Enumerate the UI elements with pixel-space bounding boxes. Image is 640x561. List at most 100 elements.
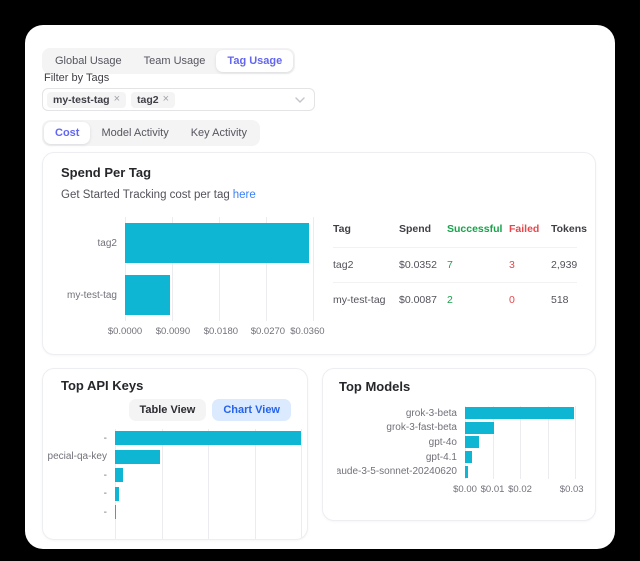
col-header-tag: Tag <box>333 223 351 235</box>
col-header-spend: Spend <box>399 223 432 235</box>
tag-chip-label: tag2 <box>137 93 159 106</box>
spend-per-tag-chart: tag2 my-test-tag $0.0000 $0.0090 $0.0180 $0.0… <box>61 217 325 338</box>
axis-tick-label: $0.0360 <box>290 326 325 337</box>
bar <box>465 436 479 449</box>
bar <box>115 505 116 520</box>
grid-line <box>219 217 220 321</box>
chart-bars <box>465 406 575 479</box>
table-row: tag2 $0.0352 7 3 2,939 <box>333 247 577 283</box>
category-label: grok-3-beta <box>405 407 457 419</box>
grid-line <box>115 429 116 539</box>
bar-row <box>465 435 575 450</box>
chart-category-labels: tag2 my-test-tag <box>61 217 125 321</box>
bar <box>465 465 468 478</box>
chart-axis: $0.00 $0.01 $0.02 $0.03 <box>337 483 583 496</box>
bar <box>115 468 123 483</box>
axis-spacer <box>337 484 465 496</box>
axis-labels: $0.0000 $0.0090 $0.0180 $0.0270 $0.0360 <box>108 326 325 338</box>
bar <box>465 421 495 434</box>
bar <box>115 431 301 446</box>
category-label: my-test-tag <box>66 289 117 301</box>
bar-row <box>125 217 313 269</box>
grid-line <box>266 217 267 321</box>
bar-row <box>115 429 301 448</box>
chart-axis: $0.0000 $0.0090 $0.0180 $0.0270 $0.0360 <box>61 326 325 338</box>
category-label: grok-3-fast-beta <box>386 422 457 434</box>
cell-failed: 3 <box>509 247 551 283</box>
axis-tick-label: $0.0000 <box>107 326 143 337</box>
spend-per-tag-card: Spend Per Tag Get Started Tracking cost … <box>42 152 596 355</box>
chart-plot-area <box>465 406 576 479</box>
grid-line <box>254 429 256 539</box>
axis-tick-label: $0.0180 <box>203 326 239 337</box>
tab-tag-usage[interactable]: Tag Usage <box>216 50 294 72</box>
grid-line <box>575 406 576 479</box>
category-label: - <box>103 432 107 444</box>
top-api-keys-card: Top API Keys Table View Chart View - peci… <box>42 368 308 540</box>
grid-line <box>301 429 302 539</box>
chart-body: tag2 my-test-tag <box>61 217 314 321</box>
tab-key-activity[interactable]: Key Activity <box>190 127 247 139</box>
chart-bars <box>115 429 301 522</box>
grid-line <box>313 217 314 321</box>
bar <box>465 407 574 420</box>
bar <box>115 486 120 501</box>
subtitle-text: Get Started Tracking cost per tag <box>61 189 230 201</box>
chart-body: - pecial-qa-key - - - <box>45 429 302 539</box>
cell-tag: tag2 <box>333 247 399 283</box>
bar-row <box>115 503 301 522</box>
bar-row <box>465 421 575 436</box>
axis-tick-label: $0.01 <box>480 483 505 495</box>
usage-tabs: Global Usage Team Usage Tag Usage <box>42 48 296 74</box>
filter-by-tags-label: Filter by Tags <box>44 72 110 84</box>
tab-cost[interactable]: Cost <box>44 122 91 144</box>
axis-tick-label: $0.03 <box>559 483 584 495</box>
col-header-successful: Successful <box>447 223 503 235</box>
axis-tick-label: $0.0090 <box>155 326 191 337</box>
tag-filter-select[interactable]: my-test-tag tag2 <box>42 88 315 111</box>
chart-category-labels: grok-3-beta grok-3-fast-beta gpt-4o gpt-4.1… <box>337 406 465 479</box>
bar <box>465 451 472 464</box>
chart-body: grok-3-beta grok-3-fast-beta gpt-4o gpt-4.1… <box>337 406 576 479</box>
grid-line <box>520 406 521 479</box>
axis-labels: $0.00 $0.01 $0.02 $0.03 <box>453 483 583 496</box>
chart-bars <box>125 217 313 321</box>
card-subtitle: Get Started Tracking cost per tag here <box>43 180 595 201</box>
grid-line <box>492 406 494 479</box>
category-label: - <box>103 506 107 518</box>
remove-tag-icon[interactable] <box>114 94 120 105</box>
chart-view-button[interactable]: Chart View <box>212 399 291 421</box>
bar-row <box>115 466 301 485</box>
cell-tokens: 2,939 <box>551 247 577 283</box>
bar-row <box>115 485 301 504</box>
category-label: tag2 <box>97 237 117 249</box>
view-tabs: Cost Model Activity Key Activity <box>42 120 260 146</box>
main-panel: Global Usage Team Usage Tag Usage Filter… <box>25 25 615 549</box>
chevron-down-icon[interactable] <box>295 96 305 103</box>
chart-category-labels: - pecial-qa-key - - - <box>45 429 115 539</box>
cell-successful: 7 <box>447 247 509 283</box>
axis-tick-label: $0.00 <box>453 483 477 495</box>
cell-failed: 0 <box>509 282 551 317</box>
tab-model-activity[interactable]: Model Activity <box>101 127 169 139</box>
card-title: Spend Per Tag <box>61 165 152 180</box>
here-link[interactable]: here <box>232 189 256 201</box>
bar-row <box>465 464 575 479</box>
bar-row <box>465 450 575 465</box>
bar-row <box>115 448 301 467</box>
tab-global-usage[interactable]: Global Usage <box>55 55 122 67</box>
cell-tag: my-test-tag <box>333 282 399 317</box>
cell-successful: 2 <box>447 282 509 317</box>
tag-chip-label: my-test-tag <box>53 93 110 106</box>
tab-team-usage[interactable]: Team Usage <box>143 55 206 67</box>
spend-table: Tag Spend Successful Failed Tokens tag2 … <box>333 219 587 338</box>
bar <box>125 223 309 263</box>
bar <box>125 275 171 315</box>
axis-tick-label: $0.02 <box>508 483 532 495</box>
table-view-button[interactable]: Table View <box>128 399 207 421</box>
remove-tag-icon[interactable] <box>163 94 169 105</box>
tag-chip-my-test-tag[interactable]: my-test-tag <box>47 91 127 108</box>
tag-chip-tag2[interactable]: tag2 <box>131 91 176 108</box>
grid-line <box>208 429 209 539</box>
top-models-card: Top Models grok-3-beta grok-3-fast-beta gp… <box>322 368 596 521</box>
